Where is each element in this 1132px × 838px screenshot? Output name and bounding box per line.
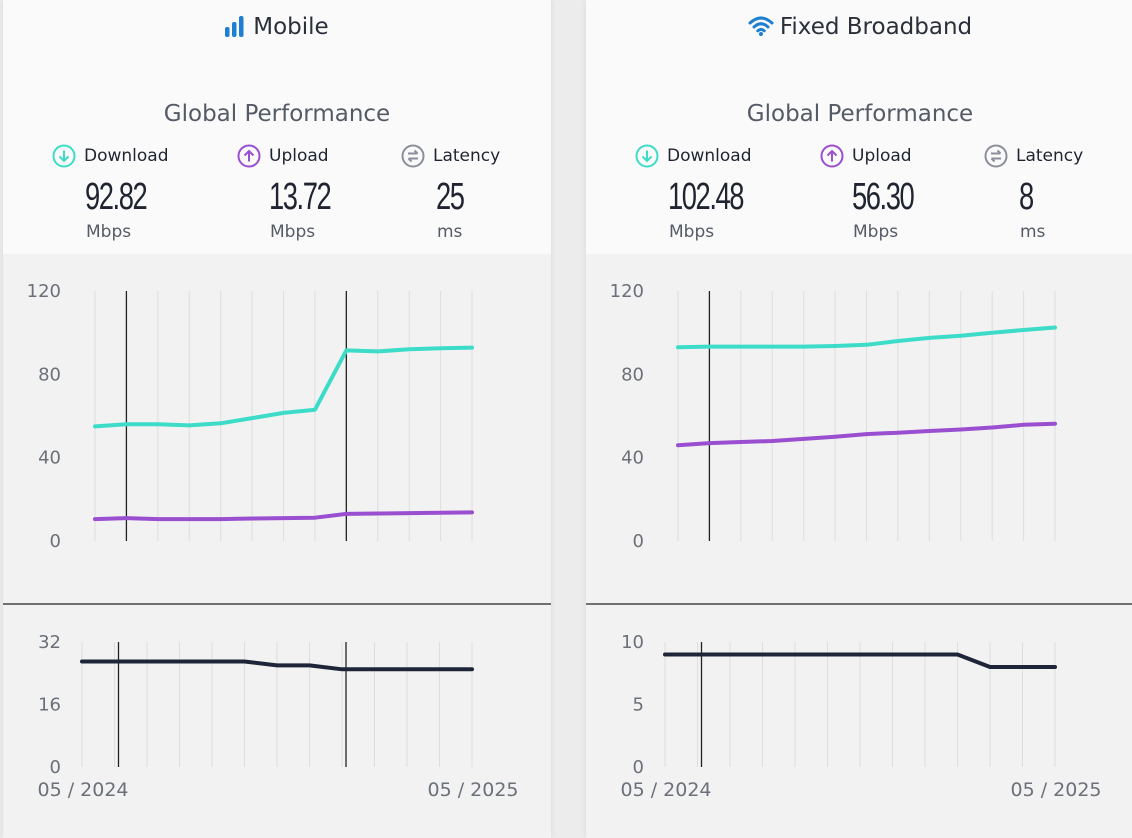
x-axis-end-label: 05 / 2025 [427, 779, 518, 801]
global-performance-title: Global Performance [163, 101, 391, 127]
latency-y-tick-label: 5 [633, 695, 644, 716]
panel-title-text: Mobile [253, 14, 329, 40]
signal-bars-icon [225, 16, 244, 37]
download-arrow-icon [52, 144, 76, 168]
latency-arrows-icon [984, 144, 1008, 168]
download-arrow-icon [635, 144, 659, 168]
x-axis-start-label: 05 / 2024 [620, 779, 711, 801]
latency-series-line [663, 652, 1057, 669]
latency-value: 25 [436, 176, 465, 218]
download-series-line [93, 345, 474, 429]
download-unit: Mbps [86, 222, 132, 242]
upload-value: 13.72 [269, 176, 332, 218]
download-label: Download [84, 146, 169, 166]
latency-y-tick-label: 16 [38, 695, 61, 716]
latency-y-tick-label: 32 [38, 632, 61, 653]
panel-title: Fixed Broadband [586, 14, 1132, 40]
speed-y-tick-label: 0 [633, 531, 644, 552]
download-metric: Download 102.48 Mbps [635, 144, 752, 242]
latency-label: Latency [1016, 146, 1084, 166]
latency-arrows-icon [401, 144, 425, 168]
upload-arrow-icon [820, 144, 844, 168]
global-performance-title: Global Performance [746, 101, 974, 127]
speed-y-tick-label: 120 [610, 281, 644, 302]
latency-unit: ms [1020, 222, 1046, 242]
upload-series-line [93, 510, 474, 522]
speed-y-tick-label: 40 [38, 448, 61, 469]
upload-metric: Upload 13.72 Mbps [237, 144, 332, 242]
fixed-broadband-panel: Fixed Broadband Global Performance Downl… [586, 0, 1132, 838]
fixed-broadband-performance-chart: 0 40 80 120 0 5 10 05 / 2024 05 / 2025 [586, 281, 1132, 801]
speed-y-tick-label: 80 [38, 364, 61, 385]
upload-arrow-icon [237, 144, 261, 168]
upload-metric: Upload 56.30 Mbps [820, 144, 915, 242]
latency-series-line [80, 659, 474, 672]
x-axis-start-label: 05 / 2024 [37, 779, 128, 801]
x-axis-end-label: 05 / 2025 [1010, 779, 1101, 801]
download-metric: Download 92.82 Mbps [52, 144, 169, 242]
panel-title: Mobile [3, 14, 551, 40]
upload-label: Upload [852, 146, 912, 166]
latency-y-tick-label: 0 [633, 757, 644, 778]
latency-unit: ms [437, 222, 463, 242]
latency-value: 8 [1019, 176, 1034, 218]
panel-header: Fixed Broadband Global Performance Downl… [586, 0, 1132, 254]
upload-value: 56.30 [852, 176, 915, 218]
wifi-icon [748, 16, 774, 36]
latency-metric: Latency 25 ms [401, 144, 501, 242]
latency-metric: Latency 8 ms [984, 144, 1084, 242]
mobile-panel: Mobile Global Performance Download 92.82… [3, 0, 551, 838]
upload-series-line [676, 421, 1057, 448]
download-label: Download [667, 146, 752, 166]
panel-header: Mobile Global Performance Download 92.82… [3, 0, 551, 254]
speed-y-tick-label: 40 [621, 448, 644, 469]
latency-y-tick-label: 0 [50, 757, 61, 778]
latency-label: Latency [433, 146, 501, 166]
download-value: 102.48 [668, 176, 744, 218]
upload-unit: Mbps [853, 222, 899, 242]
upload-unit: Mbps [270, 222, 316, 242]
download-value: 92.82 [85, 176, 148, 218]
download-unit: Mbps [669, 222, 715, 242]
upload-label: Upload [269, 146, 329, 166]
panel-title-text: Fixed Broadband [779, 14, 973, 40]
speed-y-tick-label: 80 [621, 364, 644, 385]
latency-y-tick-label: 10 [621, 632, 644, 653]
speed-y-tick-label: 120 [27, 281, 61, 302]
speed-y-tick-label: 0 [50, 531, 61, 552]
mobile-performance-chart: 0 40 80 120 0 16 32 05 / 2024 05 / 2025 [3, 281, 551, 801]
download-series-line [676, 325, 1057, 350]
